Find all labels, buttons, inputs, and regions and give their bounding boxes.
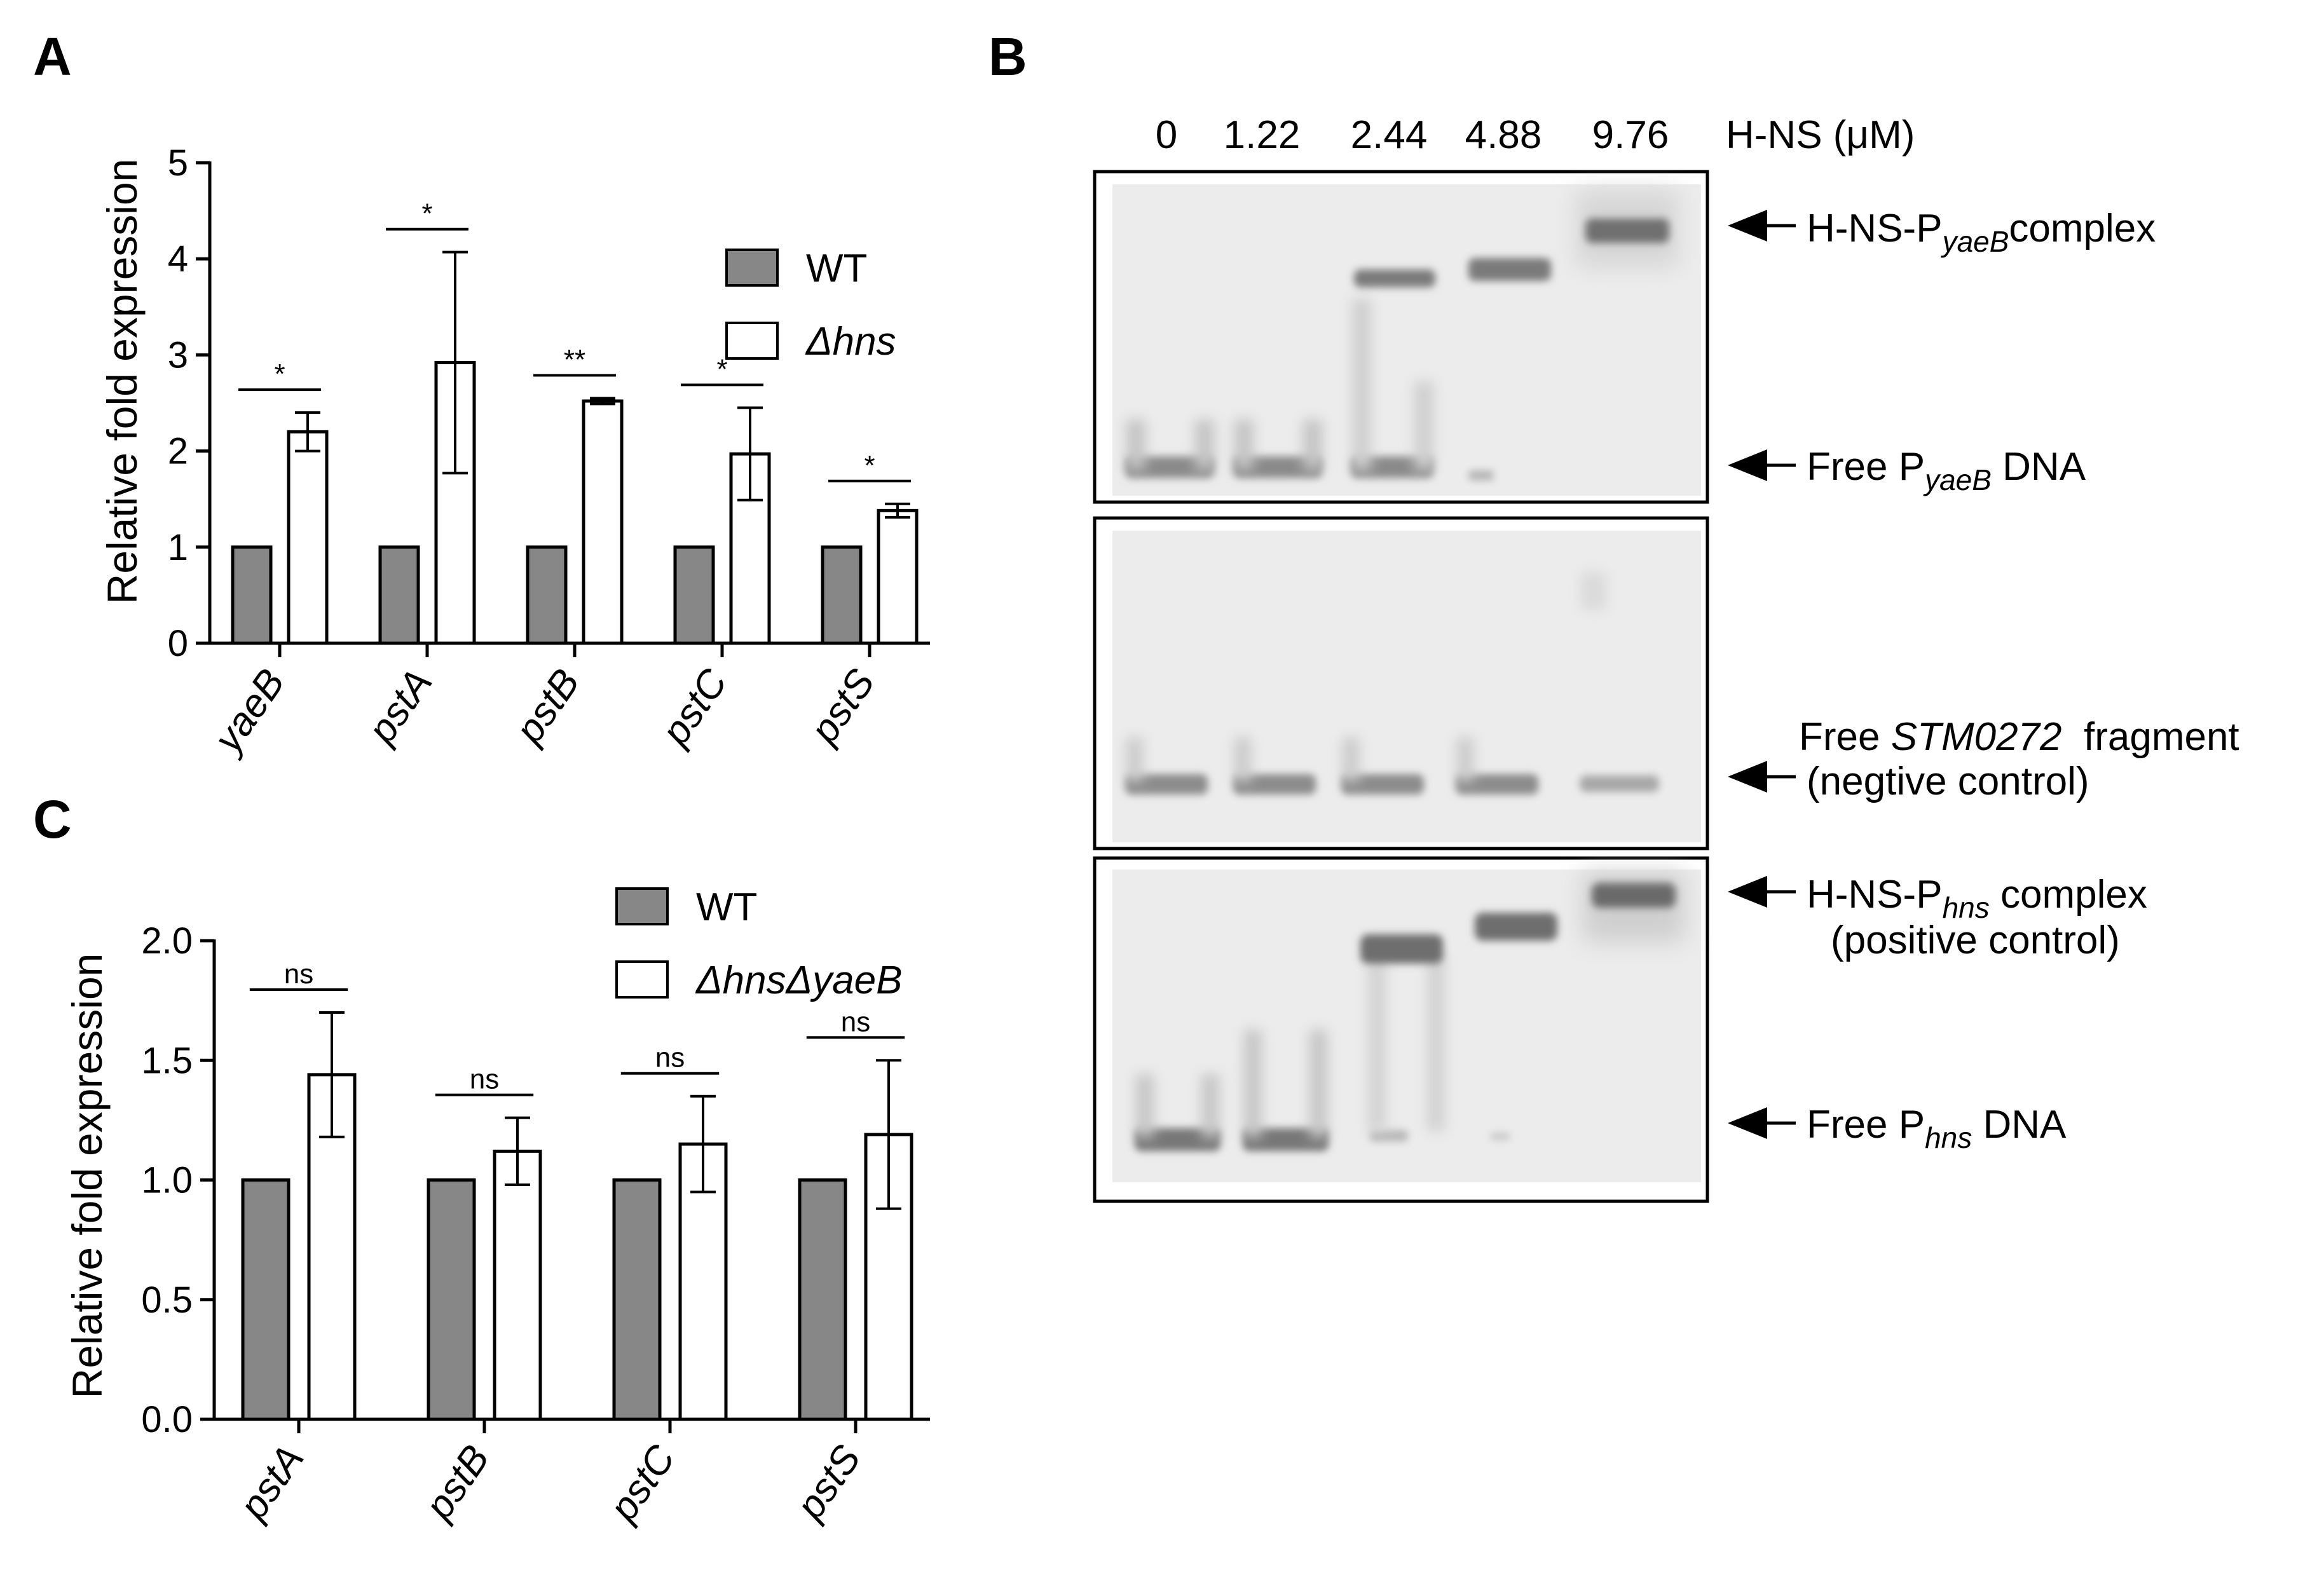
label-hns-free: Free Phns DNA [1807,1103,2067,1154]
chart-c-legend-swatch [615,887,669,925]
band-arrows [1728,210,1796,1139]
chart-c-bar-mutant [493,1149,542,1421]
chart-a-legend-label: Δhns [805,320,896,364]
chart-c-category-label: pstB [416,1437,498,1528]
chart-a-significance-label: * [864,450,875,481]
panel-letter-c: C [33,789,72,849]
label-stm0272-line2: (negtive control) [1807,760,2089,803]
gel-panel-hns [1093,856,1709,1203]
chart-c-legend-label: WT [696,885,757,929]
chart-c-bar-mutant [678,1142,728,1421]
chart-c-category-label: pstA [231,1437,313,1528]
chart-a-category-label: pstA [359,661,441,752]
chart-a-y-tick-label: 4 [168,238,188,280]
chart-c-category-label: pstC [601,1436,684,1530]
chart-a: Relative fold expression 0 1 2 3 4 5 * yaeB * pst… [99,142,930,762]
chart-c-bar-wt [612,1178,662,1421]
chart-c-significance-label: ns [284,958,313,990]
chart-c-significance-label: ns [470,1064,499,1095]
chart-a-legend-label: WT [806,247,867,290]
chart-a-category-label: pstS [802,661,884,752]
chart-c-category-label: pstS [788,1437,870,1528]
chart-a-significance-label: * [274,358,285,390]
chart-a-legend-swatch [725,249,779,287]
chart-a-legend-swatch [725,322,779,360]
chart-a-bar-mutant [877,508,919,645]
chart-a-category-label: pstB [507,661,589,752]
chart-a-bar-wt [526,545,568,645]
emsa-gel: 0 1.22 2.44 4.88 9.76 H-NS (μM) [1093,113,2239,1203]
chart-a-category-label: pstC [653,660,736,754]
label-yaeB-free: Free PyaeB DNA [1807,445,2086,496]
arrow-icon [1728,1107,1767,1139]
chart-a-y-tick-label: 1 [168,527,188,568]
chart-a-category-label: yaeB [205,661,294,762]
chart-c-significance-label: ns [655,1042,685,1074]
chart-a-significance-label: ** [564,344,585,375]
chart-a-significance-label: * [421,198,432,229]
arrow-icon [1728,876,1767,908]
label-hns-complex-line2: (positive control) [1831,918,2120,962]
chart-c-legend-swatch [615,960,669,999]
arrow-icon [1728,210,1767,242]
chart-c-y-tick-label: 1.5 [141,1040,193,1081]
chart-a-bar-wt [673,545,715,645]
chart-a-bar-wt [821,545,863,645]
chart-c-y-tick-label: 0.5 [141,1279,193,1321]
chart-a-bar-wt [231,545,273,645]
lane-label: 9.76 [1592,113,1669,157]
chart-a-ylabel: Relative fold expression [99,159,146,604]
gel-panel-yaeB [1093,170,1709,504]
chart-a-y-tick-label: 5 [168,142,188,184]
lane-label: 1.22 [1224,113,1301,157]
label-yaeB-complex: H-NS-PyaeBcomplex [1807,207,2156,258]
chart-a-bar-mutant [434,360,476,645]
lane-label: 4.88 [1465,113,1542,157]
chart-c: Relative fold expression 0.0 0.5 1.0 1.5 2.0… [64,885,930,1530]
chart-a-y-tick-label: 3 [168,334,188,376]
chart-c-significance-label: ns [841,1006,870,1037]
panel-letter-b: B [988,27,1027,86]
chart-c-y-tick-label: 2.0 [141,920,193,962]
chart-c-bar-wt [427,1178,476,1421]
arrow-icon [1728,761,1767,793]
chart-a-significance-label: * [716,354,727,385]
panel-letter-a: A [33,27,72,86]
chart-a-y-tick-label: 0 [168,623,188,664]
chart-c-y-tick-label: 1.0 [141,1160,193,1201]
chart-c-ylabel: Relative fold expression [64,953,111,1399]
label-hns-complex: H-NS-Phns complex [1807,873,2147,924]
chart-c-bar-wt [798,1178,847,1421]
lane-label: 2.44 [1351,113,1428,157]
label-stm0272-line1: Free STM0272 fragment [1799,715,2239,759]
chart-a-bar-mutant [287,430,329,645]
lane-label: 0 [1156,113,1177,157]
chart-c-legend-label: ΔhnsΔyaeB [695,958,902,1002]
arrow-icon [1728,449,1767,481]
chart-c-y-tick-label: 0.0 [141,1399,193,1440]
gel-panel-stm0272 [1093,516,1709,850]
chart-a-bar-wt [378,545,420,645]
concentration-label: H-NS (μM) [1726,113,1915,157]
chart-c-bar-wt [241,1178,290,1421]
chart-a-y-tick-label: 2 [168,431,188,472]
chart-a-bar-mutant [582,399,624,645]
